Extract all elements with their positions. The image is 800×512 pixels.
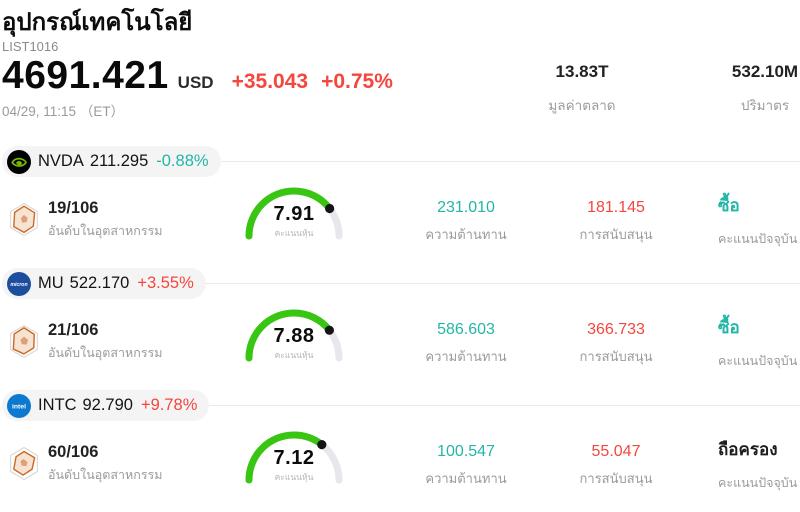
industry-radar-icon (10, 324, 38, 359)
industry-radar-icon (10, 446, 38, 481)
index-price-row: 4691.421 USD +35.043 +0.75% (2, 54, 393, 98)
svg-text:intel: intel (12, 403, 26, 410)
signal-value: ซื้อ (718, 318, 740, 337)
industry-rank: 19/106 อันดับในอุตสาหกรรม (48, 199, 163, 241)
signal-label: คะแนนปัจจุบัน (718, 476, 798, 490)
support-label: การสนับสนุน (579, 349, 653, 364)
micron-logo-icon: micron (7, 271, 31, 296)
industry-radar-icon (10, 202, 38, 237)
support-value: 55.047 (591, 443, 641, 460)
score-gauge: 7.12 คะแนนหุ้น (240, 424, 348, 491)
volume-label: ปริมาตร (740, 98, 790, 113)
signal-label: คะแนนปัจจุบัน (718, 232, 798, 246)
score-value: 7.91 (273, 203, 315, 225)
market-cap-label: มูลค่าตลาด (548, 98, 616, 113)
support-metric: 55.047 การสนับสนุน (546, 443, 686, 489)
stock-pill-nvda[interactable]: NVDA 211.295 -0.88% (2, 146, 221, 177)
resistance-label: ความต้านทาน (425, 471, 507, 486)
index-price: 4691.421 (2, 54, 169, 97)
stock-pill-intc[interactable]: intel INTC 92.790 +9.78% (2, 390, 210, 421)
index-code: LIST1016 (2, 39, 59, 54)
row-divider (90, 161, 800, 162)
score-gauge-arc (245, 431, 343, 484)
support-label: การสนับสนุน (579, 227, 653, 242)
ticker-price: 522.170 (69, 274, 130, 292)
intel-logo-icon: intel (7, 393, 31, 418)
resistance-label: ความต้านทาน (425, 227, 507, 242)
rank-value: 21/106 (48, 321, 99, 339)
signal-label: คะแนนปัจจุบัน (718, 354, 798, 368)
index-change: +35.043 +0.75% (232, 70, 393, 94)
stock-pill-mu[interactable]: micron MU 522.170 +3.55% (2, 268, 206, 299)
svg-text:micron: micron (10, 282, 27, 288)
row-divider (90, 283, 800, 284)
ticker-change: +9.78% (140, 396, 198, 414)
ticker-symbol: MU (38, 274, 64, 292)
support-metric: 181.145 การสนับสนุน (546, 199, 686, 245)
stock-row-intc: 60/106 อันดับในอุตสาหกรรม 7.12 คะแนนหุ้น… (0, 423, 800, 512)
support-value: 181.145 (587, 199, 645, 216)
industry-rank: 60/106 อันดับในอุตสาหกรรม (48, 443, 163, 485)
page-title: อุปกรณ์เทคโนโลยี (2, 9, 193, 36)
score-value: 7.88 (273, 325, 315, 347)
score-gauge: 7.91 คะแนนหุ้น (240, 180, 348, 247)
index-change-pct: +0.75% (321, 70, 393, 93)
resistance-value: 231.010 (437, 199, 495, 216)
volume-value: 532.10M (731, 62, 799, 81)
rank-label: อันดับในอุตสาหกรรม (48, 468, 163, 482)
stock-row-nvda: 19/106 อันดับในอุตสาหกรรม 7.91 คะแนนหุ้น… (0, 179, 800, 268)
ticker-price: 92.790 (82, 396, 133, 414)
ticker-price: 211.295 (89, 152, 149, 170)
signal-value: ซื้อ (718, 196, 740, 215)
stat-volume: 532.10M ปริมาตร (690, 62, 800, 116)
score-caption: คะแนนหุ้น (274, 228, 314, 238)
rank-label: อันดับในอุตสาหกรรม (48, 224, 163, 238)
signal-block: ถือครอง คะแนนปัจจุบัน (718, 436, 800, 493)
score-value: 7.12 (273, 447, 315, 469)
support-label: การสนับสนุน (579, 471, 653, 486)
stock-row-mu: 21/106 อันดับในอุตสาหกรรม 7.88 คะแนนหุ้น… (0, 301, 800, 390)
score-gauge: 7.88 คะแนนหุ้น (240, 302, 348, 369)
support-metric: 366.733 การสนับสนุน (546, 321, 686, 367)
score-caption: คะแนนหุ้น (274, 350, 314, 360)
rank-value: 19/106 (48, 199, 99, 217)
index-currency: USD (177, 73, 214, 92)
score-caption: คะแนนหุ้น (274, 472, 314, 482)
ticker-change: +3.55% (137, 274, 194, 292)
row-divider (90, 405, 800, 406)
ticker-change: -0.88% (156, 152, 209, 170)
resistance-metric: 586.603 ความต้านทาน (396, 321, 536, 367)
score-gauge-arc (245, 309, 343, 362)
industry-rank: 21/106 อันดับในอุตสาหกรรม (48, 321, 163, 363)
resistance-value: 100.547 (437, 443, 495, 460)
resistance-label: ความต้านทาน (425, 349, 507, 364)
stat-market-cap: 13.83T มูลค่าตลาด (507, 62, 657, 116)
ticker-symbol: INTC (38, 396, 77, 414)
signal-value: ถือครอง (718, 440, 778, 459)
resistance-metric: 231.010 ความต้านทาน (396, 199, 536, 245)
signal-block: ซื้อ คะแนนปัจจุบัน (718, 314, 800, 371)
resistance-metric: 100.547 ความต้านทาน (396, 443, 536, 489)
rank-label: อันดับในอุตสาหกรรม (48, 346, 163, 360)
nvidia-logo-icon (7, 149, 31, 174)
ticker-symbol: NVDA (38, 152, 84, 170)
signal-block: ซื้อ คะแนนปัจจุบัน (718, 192, 800, 249)
index-change-abs: +35.043 (231, 70, 309, 93)
support-value: 366.733 (587, 321, 645, 338)
quote-timestamp: 04/29, 11:15 （ET） (2, 104, 125, 119)
rank-value: 60/106 (48, 443, 99, 461)
resistance-value: 586.603 (437, 321, 495, 338)
market-cap-value: 13.83T (555, 62, 609, 81)
score-gauge-arc (245, 187, 343, 240)
